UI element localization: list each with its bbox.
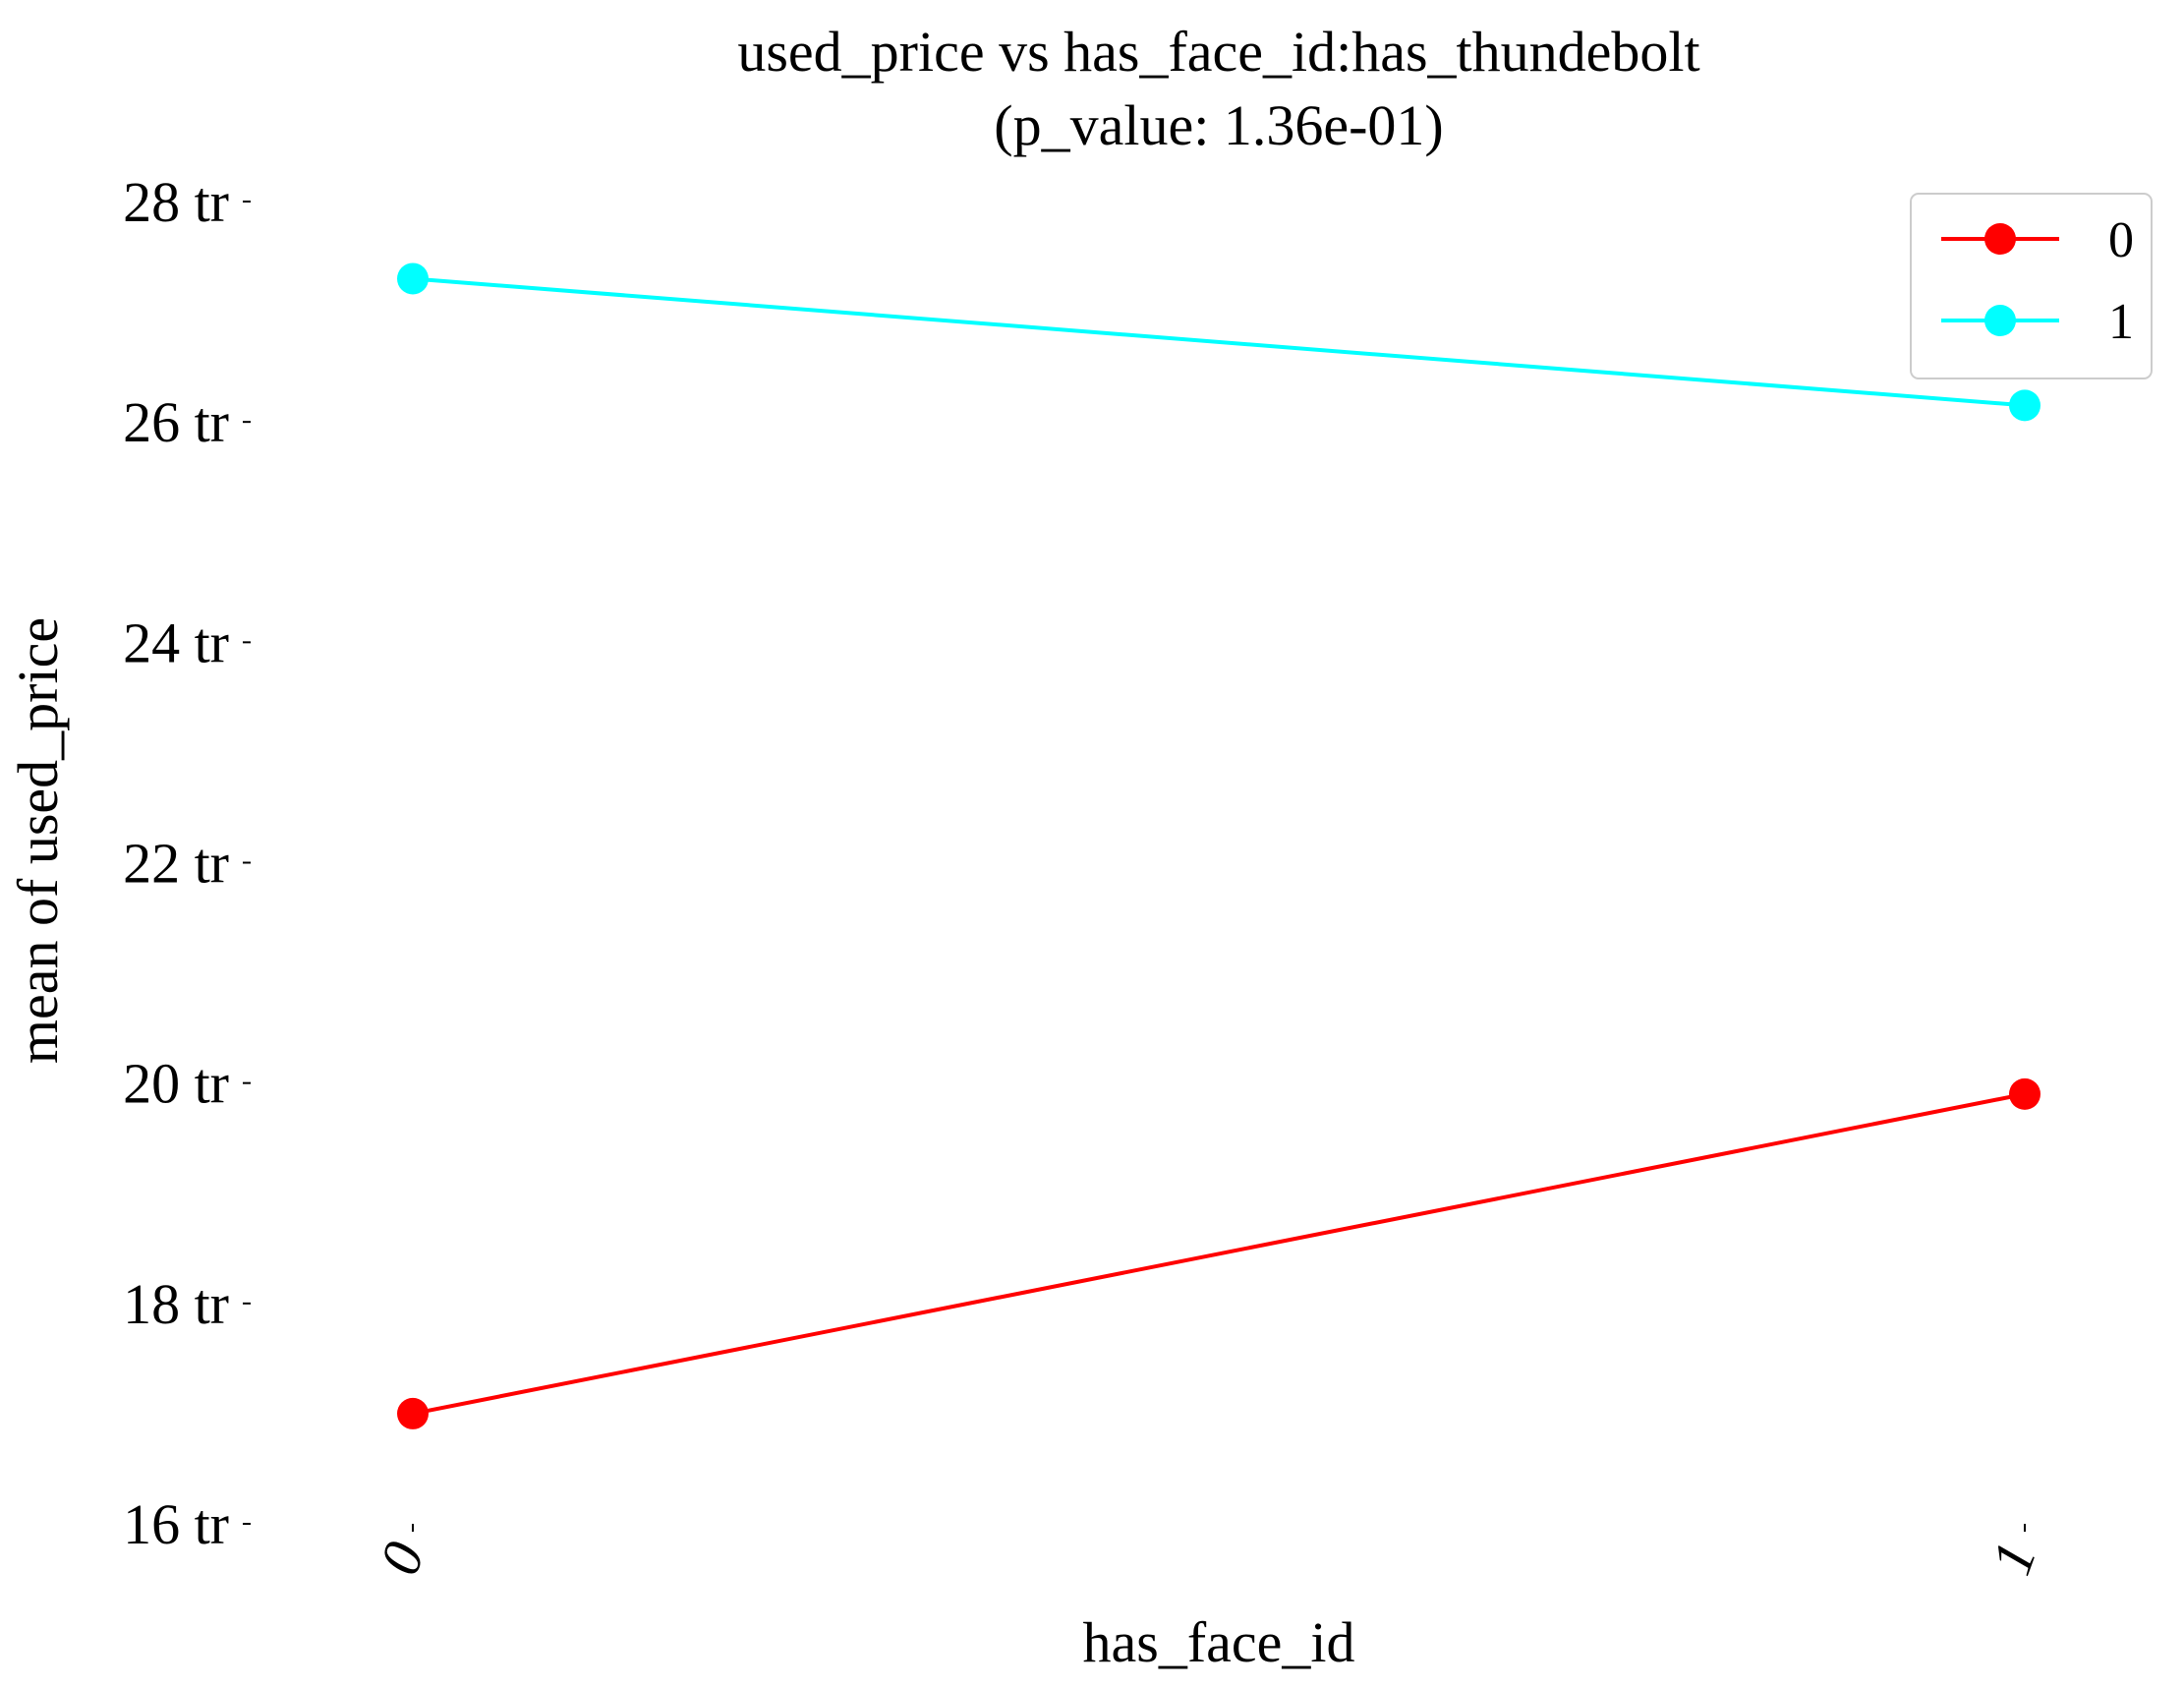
- series-0-point: [2009, 1077, 2040, 1110]
- y-axis: 16 tr 18 tr 20 tr 22 tr 24 tr 26 tr 28 tr: [123, 170, 251, 1556]
- x-tick-label: 0: [367, 1534, 436, 1582]
- y-tick-label: 26 tr: [123, 390, 229, 454]
- y-tick-label: 24 tr: [123, 611, 229, 674]
- chart-subtitle: (p_value: 1.36e-01): [994, 93, 1443, 157]
- y-tick-label: 28 tr: [123, 170, 229, 234]
- series-0-point: [397, 1397, 429, 1429]
- legend-0-label: 0: [2108, 212, 2134, 268]
- y-tick-label: 22 tr: [123, 832, 229, 896]
- series-1-point: [2009, 389, 2040, 422]
- legend-1-marker: [1984, 305, 2016, 336]
- legend: 01: [1910, 193, 2153, 379]
- y-tick-label: 18 tr: [123, 1272, 229, 1336]
- y-tick-label: 16 tr: [123, 1492, 229, 1556]
- y-axis-label: mean of used_price: [6, 617, 70, 1064]
- x-tick-label: 1: [1979, 1534, 2048, 1582]
- series-1-line: [412, 276, 2026, 408]
- x-axis-label: has_face_id: [1083, 1610, 1355, 1674]
- plot-series: [397, 262, 2040, 1429]
- legend-0-marker: [1984, 223, 2016, 255]
- legend-items: 01: [1941, 212, 2134, 350]
- chart-title: used_price vs has_face_id:has_thundebolt: [737, 20, 1699, 84]
- y-tick-label: 20 tr: [123, 1052, 229, 1116]
- legend-1-label: 1: [2108, 294, 2134, 350]
- series-1-point: [397, 262, 429, 295]
- series-0-line: [412, 1091, 2026, 1416]
